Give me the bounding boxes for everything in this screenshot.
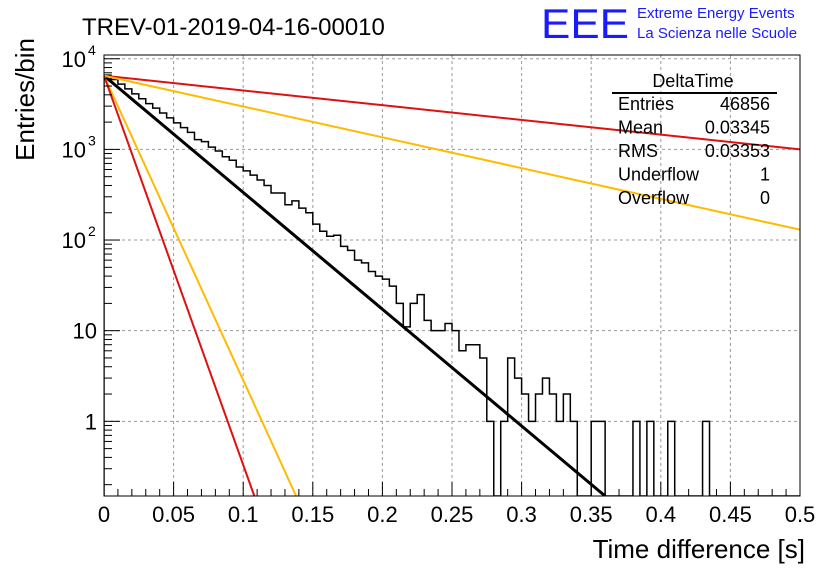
series-line-0 <box>104 74 607 496</box>
eee-logo-line2: La Scienza nelle Scuole <box>637 25 797 42</box>
eee-logo: EEE Extreme Energy Events La Scienza nel… <box>541 0 797 47</box>
series-line-1 <box>104 74 800 151</box>
series-line-2 <box>104 74 800 231</box>
stats-row-value: 0.03345 <box>705 118 770 138</box>
eee-logo-mark: EEE <box>541 0 629 47</box>
y-tick-label: 10 <box>62 47 86 72</box>
histogram-steps <box>104 74 800 496</box>
y-tick-exponent: 3 <box>88 132 96 148</box>
x-tick-label: 0 <box>98 502 110 527</box>
x-tick-label: 0.45 <box>709 502 752 527</box>
stats-row-label: RMS <box>618 141 658 161</box>
stats-row-label: Underflow <box>618 165 700 185</box>
x-tick-label: 0.3 <box>506 502 537 527</box>
x-axis-label: Time difference [s] <box>593 534 805 564</box>
x-tick-label: 0.1 <box>228 502 259 527</box>
plot-frame <box>103 54 801 497</box>
stats-row-value: 0.03353 <box>705 141 770 161</box>
x-tick-label: 0.15 <box>291 502 334 527</box>
x-tick-label: 0.5 <box>785 502 816 527</box>
x-tick-label: 0.2 <box>367 502 398 527</box>
stats-row-value: 46856 <box>720 94 770 114</box>
data-layer <box>104 74 800 496</box>
stats-row-label: Mean <box>618 118 663 138</box>
x-tick-label: 0.25 <box>431 502 474 527</box>
y-tick-label: 1 <box>85 409 97 434</box>
y-tick-label: 10 <box>73 319 97 344</box>
x-tick-label: 0.35 <box>570 502 613 527</box>
eee-logo-line1: Extreme Energy Events <box>637 5 795 22</box>
series-line-3 <box>104 75 298 496</box>
stats-row-value: 0 <box>760 188 770 208</box>
axes: 0 0.05 0.1 0.15 0.2 0.25 0.3 0.35 0.4 0.45 0.51101… <box>62 42 816 527</box>
stats-row-label: Overflow <box>618 188 690 208</box>
stats-box-title: DeltaTime <box>652 71 733 91</box>
y-tick-exponent: 2 <box>88 223 96 239</box>
y-tick-label: 10 <box>62 228 86 253</box>
stats-box: DeltaTime Entries 46856 Mean 0.03345 RMS 0.03… <box>612 71 777 208</box>
x-tick-label: 0.05 <box>152 502 195 527</box>
y-tick-exponent: 4 <box>88 42 96 58</box>
y-axis-label: Entries/bin <box>10 38 40 161</box>
y-tick-label: 10 <box>62 137 86 162</box>
stats-row-label: Entries <box>618 94 674 114</box>
stats-row-value: 1 <box>760 165 770 185</box>
chart-title: TREV-01-2019-04-16-00010 <box>82 14 385 41</box>
x-tick-label: 0.4 <box>646 502 677 527</box>
series-line-4 <box>104 75 256 496</box>
